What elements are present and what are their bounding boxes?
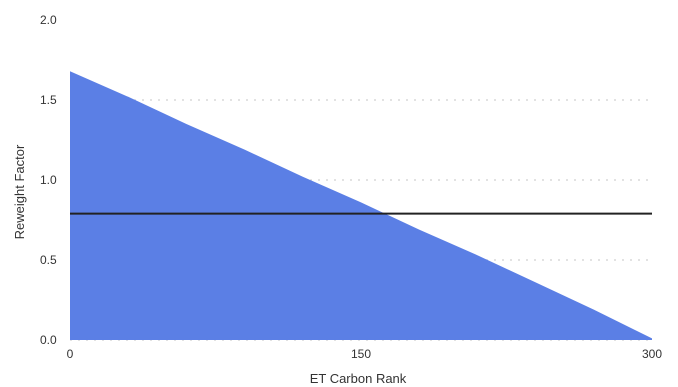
y-axis-title: Reweight Factor — [12, 144, 27, 239]
x-tick-labels: 0 150 300 — [67, 347, 663, 361]
area-fill-0 — [70, 71, 652, 340]
y-tick-label: 0.0 — [40, 333, 57, 347]
y-tick-label: 1.0 — [40, 173, 57, 187]
y-tick-label: 0.5 — [40, 253, 57, 267]
x-tick-label: 300 — [642, 347, 662, 361]
y-tick-labels: 0.0 0.5 1.0 1.5 2.0 — [40, 13, 57, 347]
area-series — [70, 71, 652, 340]
x-tick-label: 150 — [351, 347, 371, 361]
y-tick-label: 2.0 — [40, 13, 57, 27]
y-tick-label: 1.5 — [40, 93, 57, 107]
x-tick-label: 0 — [67, 347, 74, 361]
x-axis-title: ET Carbon Rank — [310, 371, 407, 386]
